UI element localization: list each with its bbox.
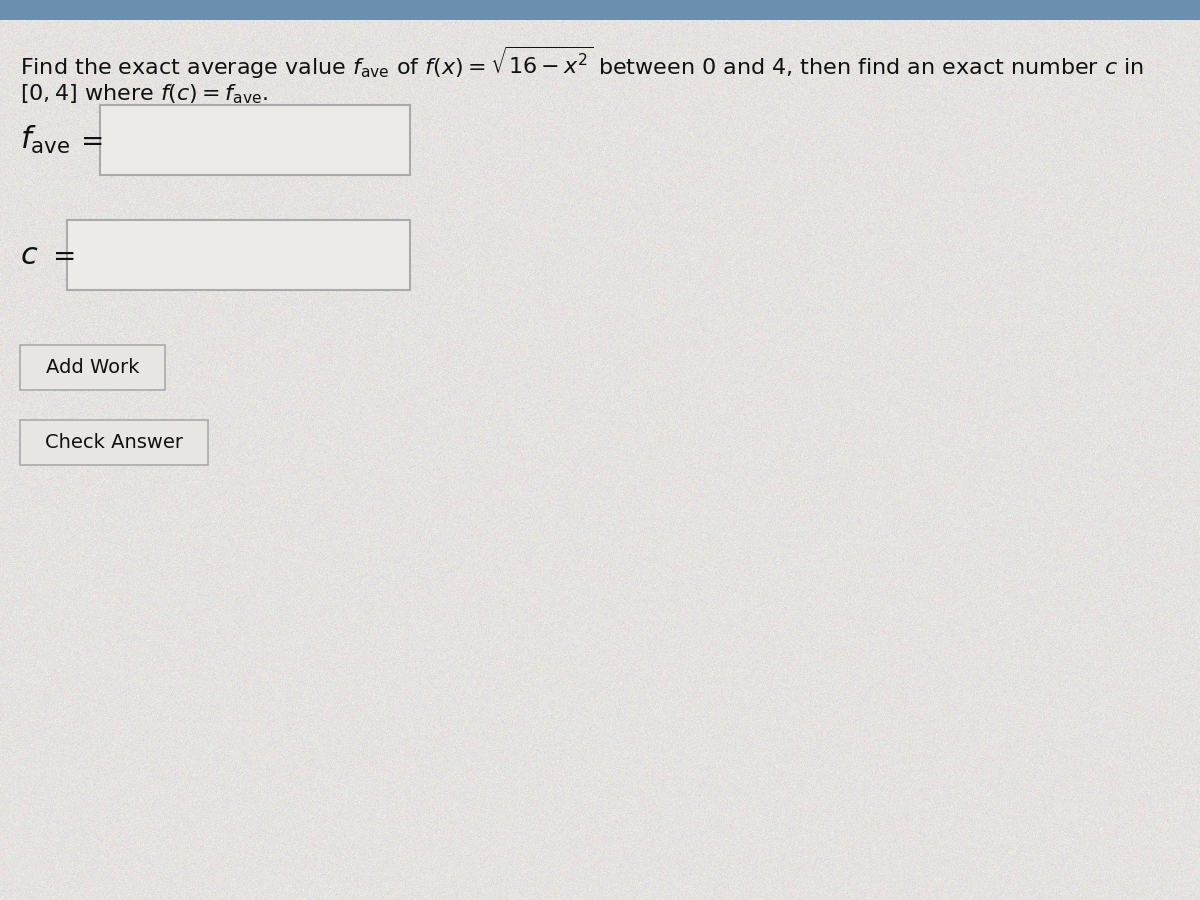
Text: Find the exact average value $f_{\mathrm{ave}}$ of $f(x) = \sqrt{16 - x^2}$ betw: Find the exact average value $f_{\mathrm… [20,45,1144,81]
Text: $=$: $=$ [74,126,103,154]
Bar [0,0,1200,20]
Text: $f_{\mathrm{ave}}$: $f_{\mathrm{ave}}$ [20,124,71,156]
Text: Add Work: Add Work [46,358,139,377]
Text: $c$: $c$ [20,240,38,269]
Bar [67,220,410,290]
Bar [100,105,410,175]
Bar [20,420,208,465]
Text: $=$: $=$ [47,241,74,269]
Text: $[0,4]$ where $f(c) = f_{\mathrm{ave}}.$: $[0,4]$ where $f(c) = f_{\mathrm{ave}}.$ [20,82,268,105]
Bar [20,345,166,390]
Text: Check Answer: Check Answer [46,433,182,452]
